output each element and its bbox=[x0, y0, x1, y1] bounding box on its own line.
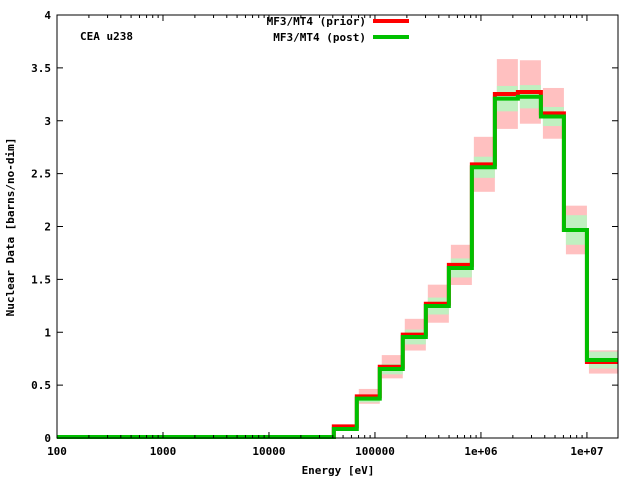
y-tick-label: 4 bbox=[44, 9, 51, 22]
annotation: CEA u238 bbox=[80, 30, 133, 43]
y-tick-label: 1.5 bbox=[31, 273, 51, 286]
x-tick-label: 100 bbox=[47, 445, 67, 458]
y-tick-label: 2 bbox=[44, 221, 51, 234]
x-tick-label: 1e+06 bbox=[464, 445, 497, 458]
y-tick-label: 2.5 bbox=[31, 168, 51, 181]
y-tick-label: 3 bbox=[44, 115, 51, 128]
y-tick-label: 0.5 bbox=[31, 379, 51, 392]
x-tick-label: 10000 bbox=[252, 445, 285, 458]
x-tick-label: 100000 bbox=[355, 445, 395, 458]
y-tick-label: 3.5 bbox=[31, 62, 51, 75]
legend-label-prior: MF3/MT4 (prior) bbox=[267, 15, 366, 28]
axes: 0 0.5 1 1.5 2 2.5 3 3.5 4 100 1000 10000 100000 1e+06… bbox=[31, 9, 619, 458]
series-lines bbox=[57, 89, 618, 439]
legend-label-post: MF3/MT4 (post) bbox=[273, 31, 366, 44]
y-axis-label: Nuclear Data [barns/no-dim] bbox=[4, 138, 17, 317]
x-tick-label: 1e+07 bbox=[570, 445, 603, 458]
legend: MF3/MT4 (prior) MF3/MT4 (post) bbox=[267, 15, 409, 44]
x-tick-label: 1000 bbox=[150, 445, 177, 458]
series-line-post bbox=[57, 94, 618, 439]
y-tick-label: 0 bbox=[44, 432, 51, 445]
series-line-prior bbox=[57, 89, 618, 439]
y-tick-label: 1 bbox=[44, 326, 51, 339]
x-axis-label: Energy [eV] bbox=[302, 464, 375, 477]
